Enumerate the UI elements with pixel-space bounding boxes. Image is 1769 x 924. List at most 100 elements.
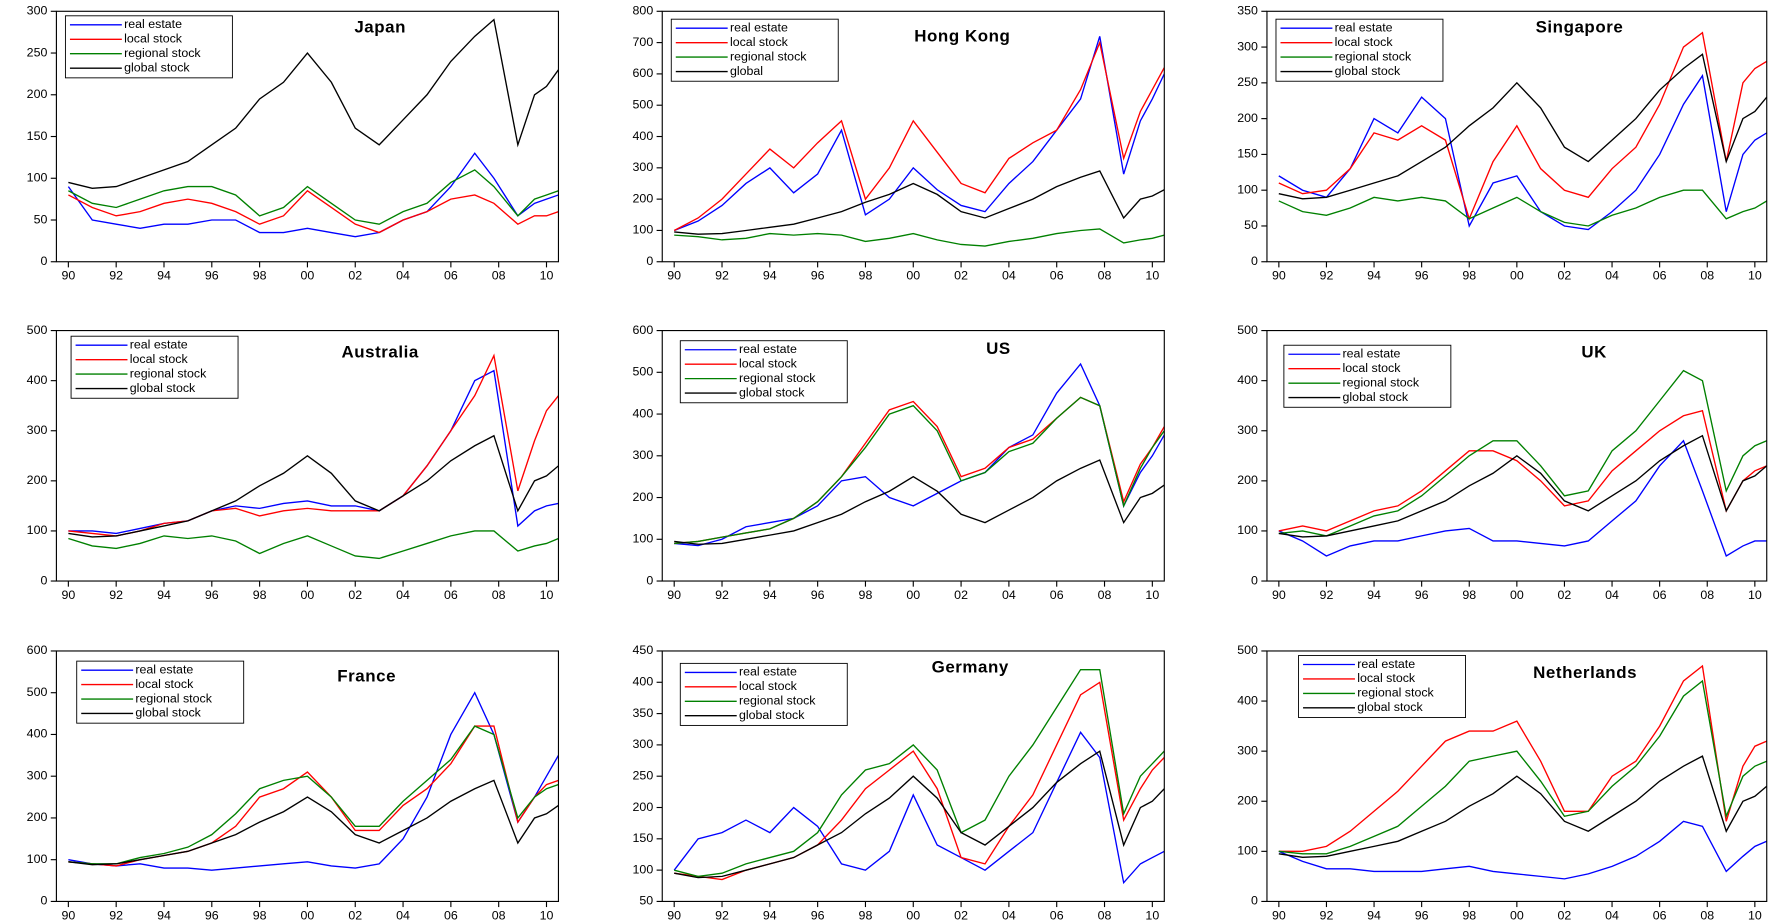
x-tick-label: 98 xyxy=(1462,588,1476,602)
panel: 0 50 100 150 200 250 300 90 92 94 96 98 00 02 04 06 08 10… xyxy=(27,4,560,283)
y-tick-label: 100 xyxy=(633,862,654,876)
y-tick-label: 400 xyxy=(27,373,48,387)
x-tick-label: 96 xyxy=(811,588,825,602)
series-line xyxy=(674,396,1165,545)
y-tick-label: 200 xyxy=(1237,794,1258,808)
x-tick-label: 96 xyxy=(811,269,825,283)
x-tick-label: 00 xyxy=(1510,908,1524,922)
y-tick-label: 200 xyxy=(633,800,654,814)
panel: 50 100 150 200 250 300 350 400 450 90 92 94 96 98 00 02… xyxy=(633,643,1165,922)
y-tick-label: 500 xyxy=(27,685,48,699)
legend-label: real estate xyxy=(124,17,182,31)
x-tick-label: 04 xyxy=(1605,908,1619,922)
x-tick-label: 98 xyxy=(859,588,873,602)
series-line xyxy=(1278,679,1767,855)
plot-frame xyxy=(55,330,560,582)
x-tick-label: 92 xyxy=(1320,588,1334,602)
series-line xyxy=(674,669,1165,878)
series-line xyxy=(68,369,559,535)
y-tick-label: 450 xyxy=(633,643,654,657)
legend-label: local stock xyxy=(135,677,194,691)
y-tick-label: 200 xyxy=(633,191,654,205)
x-tick-label: 98 xyxy=(859,908,873,922)
x-tick-label: 96 xyxy=(1415,908,1429,922)
x-tick-label: 92 xyxy=(715,269,729,283)
x-tick-label: 08 xyxy=(492,269,506,283)
legend-label: real estate xyxy=(1357,657,1415,671)
x-tick-label: 00 xyxy=(1510,588,1524,602)
y-tick-label: 50 xyxy=(34,212,48,226)
chart-title: US xyxy=(986,339,1011,358)
series-line xyxy=(1278,434,1767,538)
legend-label: local stock xyxy=(739,679,798,693)
series-line xyxy=(673,731,1165,885)
series-line xyxy=(68,725,559,867)
y-tick-label: 100 xyxy=(1237,523,1258,537)
x-tick-label: 90 xyxy=(61,908,75,922)
series-line xyxy=(674,459,1165,545)
legend-label: global stock xyxy=(739,385,805,399)
x-tick-label: 10 xyxy=(540,269,554,283)
legend-label: global xyxy=(730,64,763,78)
plot-frame xyxy=(661,330,1165,582)
legend-label: global stock xyxy=(739,708,805,722)
x-tick-label: 92 xyxy=(1320,269,1334,283)
x-tick-label: 94 xyxy=(157,269,171,283)
series-line xyxy=(1278,439,1767,557)
panel: 0 50 100 150 200 250 300 350 90 92 94 96 98 00 02 04 06 0… xyxy=(1237,4,1768,283)
x-tick-label: 08 xyxy=(1700,908,1714,922)
x-tick-label: 06 xyxy=(1050,269,1064,283)
y-tick-label: 700 xyxy=(633,35,654,49)
y-tick-label: 300 xyxy=(1237,423,1258,437)
x-tick-label: 94 xyxy=(763,588,777,602)
y-tick-label: 100 xyxy=(633,532,654,546)
x-tick-label: 00 xyxy=(906,588,920,602)
x-tick-label: 10 xyxy=(1748,588,1762,602)
x-tick-label: 98 xyxy=(253,908,267,922)
x-tick-label: 08 xyxy=(1700,588,1714,602)
x-tick-label: 02 xyxy=(1558,269,1572,283)
x-tick-label: 00 xyxy=(906,269,920,283)
y-tick-label: 400 xyxy=(1237,373,1258,387)
series-line xyxy=(1278,820,1767,880)
panel: 0 100 200 300 400 500 600 90 92 94 96 98 00 02 04 06 08 1… xyxy=(27,643,560,922)
y-tick-label: 200 xyxy=(633,490,654,504)
chart-title: Germany xyxy=(932,657,1009,676)
y-tick-label: 600 xyxy=(27,643,48,657)
chart-title: Singapore xyxy=(1536,18,1624,37)
x-tick-label: 10 xyxy=(540,588,554,602)
legend-label: real estate xyxy=(130,338,188,352)
y-tick-label: 250 xyxy=(633,768,654,782)
x-tick-label: 92 xyxy=(715,908,729,922)
x-tick-label: 06 xyxy=(1653,908,1667,922)
chart-title: Australia xyxy=(341,343,418,362)
x-tick-label: 10 xyxy=(1748,908,1762,922)
panel: 0 100 200 300 400 500 600 90 92 94 96 98 00 02 04 06 08 1… xyxy=(633,323,1165,602)
y-tick-label: 100 xyxy=(633,223,654,237)
y-tick-label: 0 xyxy=(1251,894,1258,908)
x-tick-label: 08 xyxy=(1098,908,1112,922)
x-tick-label: 00 xyxy=(301,588,315,602)
x-tick-label: 04 xyxy=(396,588,410,602)
legend-label: real estate xyxy=(739,665,797,679)
x-tick-label: 08 xyxy=(492,588,506,602)
x-tick-label: 96 xyxy=(205,908,219,922)
legend-label: local stock xyxy=(1343,361,1402,375)
y-tick-label: 0 xyxy=(1251,573,1258,587)
plot-frame xyxy=(661,10,1165,263)
y-tick-label: 200 xyxy=(27,473,48,487)
x-tick-label: 06 xyxy=(1653,269,1667,283)
legend-label: global stock xyxy=(135,706,201,720)
plot-frame xyxy=(1266,650,1768,902)
x-tick-label: 98 xyxy=(1462,269,1476,283)
x-tick-label: 10 xyxy=(540,908,554,922)
series-line xyxy=(674,228,1165,247)
y-tick-label: 350 xyxy=(633,706,654,720)
x-tick-label: 98 xyxy=(1462,908,1476,922)
legend-label: real estate xyxy=(739,342,797,356)
x-tick-label: 06 xyxy=(444,269,458,283)
x-tick-label: 04 xyxy=(1002,908,1016,922)
x-tick-label: 94 xyxy=(1367,588,1381,602)
x-tick-label: 98 xyxy=(253,588,267,602)
